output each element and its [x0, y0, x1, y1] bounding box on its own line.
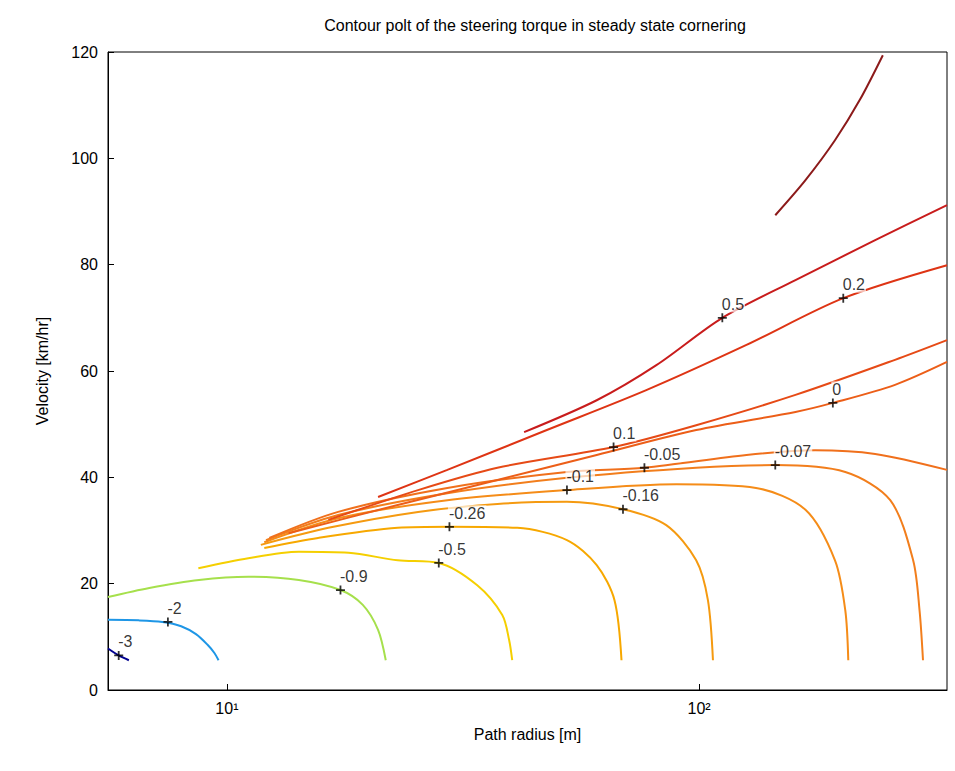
svg-text:-3: -3 [118, 633, 132, 650]
svg-text:Contour polt of the steering t: Contour polt of the steering torque in s… [324, 17, 746, 34]
svg-text:40: 40 [80, 469, 98, 486]
svg-text:Velocity [km/hr]: Velocity [km/hr] [34, 317, 51, 425]
svg-text:0.2: 0.2 [843, 276, 865, 293]
svg-text:-0.9: -0.9 [340, 568, 368, 585]
svg-text:10²: 10² [688, 700, 712, 717]
svg-text:0.5: 0.5 [722, 296, 744, 313]
svg-text:Path radius [m]: Path radius [m] [474, 726, 582, 743]
svg-text:60: 60 [80, 363, 98, 380]
svg-text:0.1: 0.1 [613, 425, 635, 442]
svg-text:0: 0 [89, 682, 98, 699]
svg-text:-2: -2 [167, 600, 181, 617]
svg-text:-0.1: -0.1 [566, 468, 594, 485]
svg-text:20: 20 [80, 575, 98, 592]
svg-text:100: 100 [71, 150, 98, 167]
svg-text:-0.5: -0.5 [438, 541, 466, 558]
svg-text:80: 80 [80, 256, 98, 273]
svg-text:-0.07: -0.07 [775, 443, 812, 460]
svg-text:0: 0 [832, 381, 841, 398]
svg-text:120: 120 [71, 44, 98, 61]
svg-text:-0.05: -0.05 [644, 446, 681, 463]
svg-text:10¹: 10¹ [215, 700, 238, 717]
svg-text:-0.16: -0.16 [622, 487, 659, 504]
svg-text:-0.26: -0.26 [449, 505, 486, 522]
